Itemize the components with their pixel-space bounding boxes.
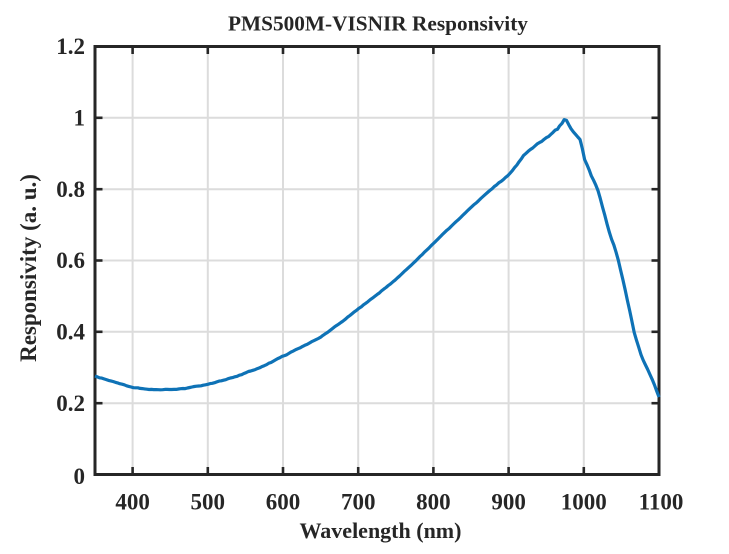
svg-text:1: 1: [74, 106, 86, 131]
svg-text:400: 400: [115, 490, 150, 515]
svg-text:1.2: 1.2: [56, 34, 85, 59]
svg-text:1100: 1100: [639, 490, 684, 515]
svg-text:Responsivity (a. u.): Responsivity (a. u.): [16, 174, 41, 362]
svg-text:0.8: 0.8: [56, 177, 85, 202]
svg-text:0: 0: [74, 464, 86, 489]
svg-text:700: 700: [341, 490, 376, 515]
svg-text:800: 800: [416, 490, 451, 515]
svg-text:1000: 1000: [561, 490, 607, 515]
svg-text:600: 600: [266, 490, 301, 515]
svg-text:900: 900: [491, 490, 526, 515]
svg-text:0.6: 0.6: [56, 248, 85, 273]
svg-text:Wavelength (nm): Wavelength (nm): [300, 518, 462, 543]
svg-text:500: 500: [191, 490, 226, 515]
svg-text:0.2: 0.2: [56, 391, 85, 416]
svg-text:0.4: 0.4: [56, 320, 85, 345]
svg-text:PMS500M-VISNIR Responsivity: PMS500M-VISNIR Responsivity: [228, 12, 528, 36]
